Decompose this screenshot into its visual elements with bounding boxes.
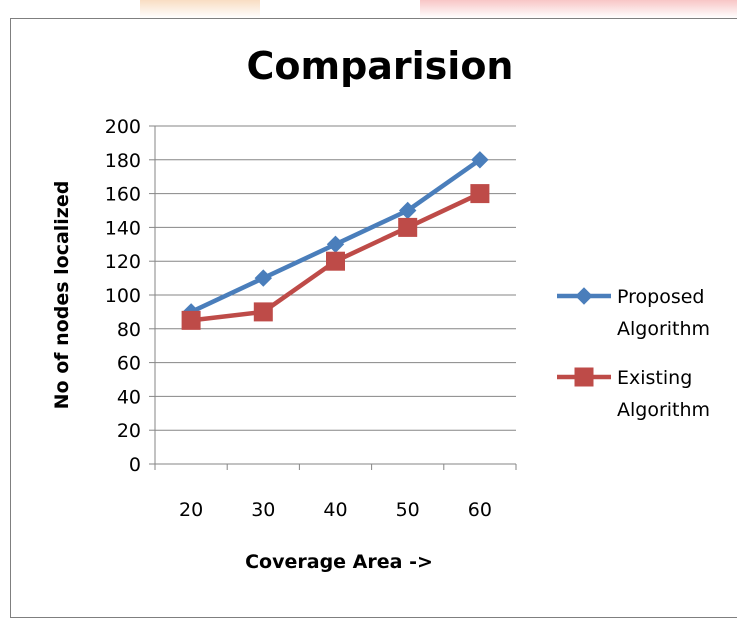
y-axis-label: No of nodes localized	[51, 181, 73, 410]
y-tick-label: 140	[105, 217, 141, 239]
x-axis-label: Coverage Area ->	[245, 551, 433, 573]
legend: Proposed Algorithm Existing Algorithm	[557, 286, 710, 421]
legend-entry-proposed: Proposed Algorithm	[557, 286, 710, 340]
x-tick-label: 20	[179, 499, 203, 521]
series-proposed	[182, 151, 489, 321]
x-tick-label: 50	[396, 499, 420, 521]
series-group	[181, 151, 490, 330]
line-chart-svg: Comparision No of nodes localized Covera…	[51, 44, 710, 573]
y-tick-label: 0	[129, 454, 141, 476]
y-tick-label: 20	[117, 420, 141, 442]
y-tick-label: 200	[105, 116, 141, 138]
chart-title: Comparision	[246, 44, 513, 88]
y-tick-label: 180	[105, 150, 141, 172]
legend-entry-existing: Existing Algorithm	[557, 367, 710, 421]
legend-label: Algorithm	[617, 399, 710, 421]
legend-marker	[575, 287, 593, 305]
y-tick-label: 120	[105, 251, 141, 273]
x-tick-label: 60	[468, 499, 492, 521]
gridlines	[155, 125, 516, 431]
data-point	[470, 184, 490, 204]
y-tick-label: 40	[117, 386, 141, 408]
x-tick-label: 30	[251, 499, 275, 521]
data-point	[326, 235, 345, 254]
axes	[149, 125, 517, 470]
y-tick-label: 80	[117, 319, 141, 341]
legend-label: Existing	[617, 367, 692, 389]
y-tick-label: 100	[105, 285, 141, 307]
legend-label: Proposed	[617, 286, 704, 308]
y-tick-label: 60	[117, 353, 141, 375]
chart-area: Comparision No of nodes localized Covera…	[10, 0, 737, 618]
data-point	[254, 269, 273, 287]
x-tick-label: 40	[323, 499, 347, 521]
data-point	[471, 151, 489, 169]
legend-label: Algorithm	[617, 318, 710, 340]
data-point	[398, 217, 418, 237]
legend-marker	[574, 367, 594, 387]
data-point	[253, 302, 273, 322]
y-tick-label: 160	[105, 184, 141, 206]
data-point	[181, 310, 201, 330]
data-point	[326, 251, 345, 271]
y-tick-labels: 0 20 40 60 80 100 120 140 160 180 200	[105, 116, 141, 476]
series-existing	[181, 184, 490, 330]
decorative-orange-band	[140, 0, 260, 18]
x-tick-labels: 20 30 40 50 60	[179, 499, 492, 521]
decorative-red-band	[420, 0, 737, 18]
